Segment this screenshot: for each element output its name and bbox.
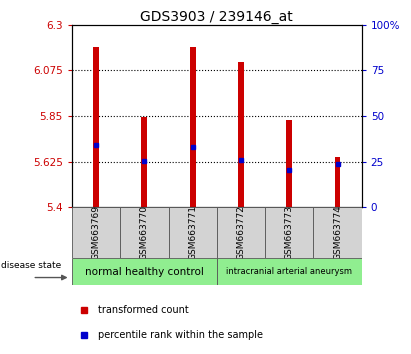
Text: percentile rank within the sample: percentile rank within the sample [98,330,263,339]
Bar [120,207,169,258]
Bar [335,158,340,207]
Bar [72,258,217,285]
Bar [141,117,147,207]
Text: disease state: disease state [2,261,62,269]
Bar [72,207,120,258]
Bar [217,207,265,258]
Bar [217,258,362,285]
Bar [265,207,314,258]
Text: transformed count: transformed count [98,305,189,315]
Text: GSM663774: GSM663774 [333,205,342,260]
Bar [169,207,217,258]
Text: normal healthy control: normal healthy control [85,267,204,277]
Text: GSM663770: GSM663770 [140,205,149,260]
Text: GSM663769: GSM663769 [92,205,101,260]
Text: GSM663773: GSM663773 [285,205,294,260]
Text: GSM663772: GSM663772 [236,205,245,260]
Bar [314,207,362,258]
Bar [93,47,99,207]
Bar [286,120,292,207]
Title: GDS3903 / 239146_at: GDS3903 / 239146_at [141,10,293,24]
Text: GSM663771: GSM663771 [188,205,197,260]
Bar [238,62,244,207]
Text: intracranial arterial aneurysm: intracranial arterial aneurysm [226,267,352,276]
Bar [190,47,196,207]
